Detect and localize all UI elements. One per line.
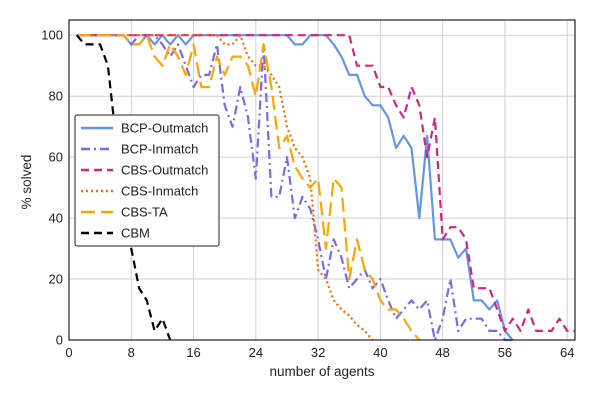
x-tick-label: 64: [560, 345, 574, 360]
legend: BCP-Outmatch BCP-Inmatch CBS-Outmatch CBS-I…: [74, 114, 220, 247]
plot-area: [68, 19, 576, 341]
series-line-bcp-outmatch: [76, 34, 514, 341]
y-axis-ticks: 0 20 40 60 80 100: [41, 28, 63, 348]
y-tick-label: 60: [49, 150, 63, 165]
legend-label-cbs-ta: CBS-TA: [121, 205, 168, 220]
x-tick-label: 0: [65, 345, 72, 360]
y-tick-label: 100: [41, 28, 63, 43]
x-tick-label: 16: [186, 345, 200, 360]
y-tick-label: 40: [49, 211, 63, 226]
x-axis-label: number of agents: [269, 364, 374, 379]
y-tick-label: 80: [49, 89, 63, 104]
legend-label-bcp-inmatch: BCP-Inmatch: [121, 142, 198, 157]
y-axis-label: % solved: [19, 155, 34, 210]
x-axis-ticks: 0 8 16 24 32 40 48 56 64: [65, 345, 574, 360]
x-tick-label: 8: [128, 345, 135, 360]
series-line-cbm: [75, 34, 172, 341]
legend-label-bcp-outmatch: BCP-Outmatch: [121, 121, 208, 136]
x-tick-label: 24: [249, 345, 263, 360]
legend-label-cbs-inmatch: CBS-Inmatch: [121, 184, 198, 199]
legend-label-cbs-outmatch: CBS-Outmatch: [121, 163, 208, 178]
series-line-cbs-outmatch: [76, 34, 575, 332]
series-line-cbs-ta: [76, 34, 421, 341]
x-tick-label: 32: [311, 345, 325, 360]
legend-label-cbm: CBM: [121, 226, 150, 241]
x-tick-label: 48: [435, 345, 449, 360]
x-tick-label: 40: [373, 345, 387, 360]
series-layer: [75, 34, 575, 342]
legend-frame: [74, 114, 220, 247]
y-tick-label: 0: [56, 333, 63, 348]
x-tick-label: 56: [498, 345, 512, 360]
y-tick-label: 20: [49, 272, 63, 287]
